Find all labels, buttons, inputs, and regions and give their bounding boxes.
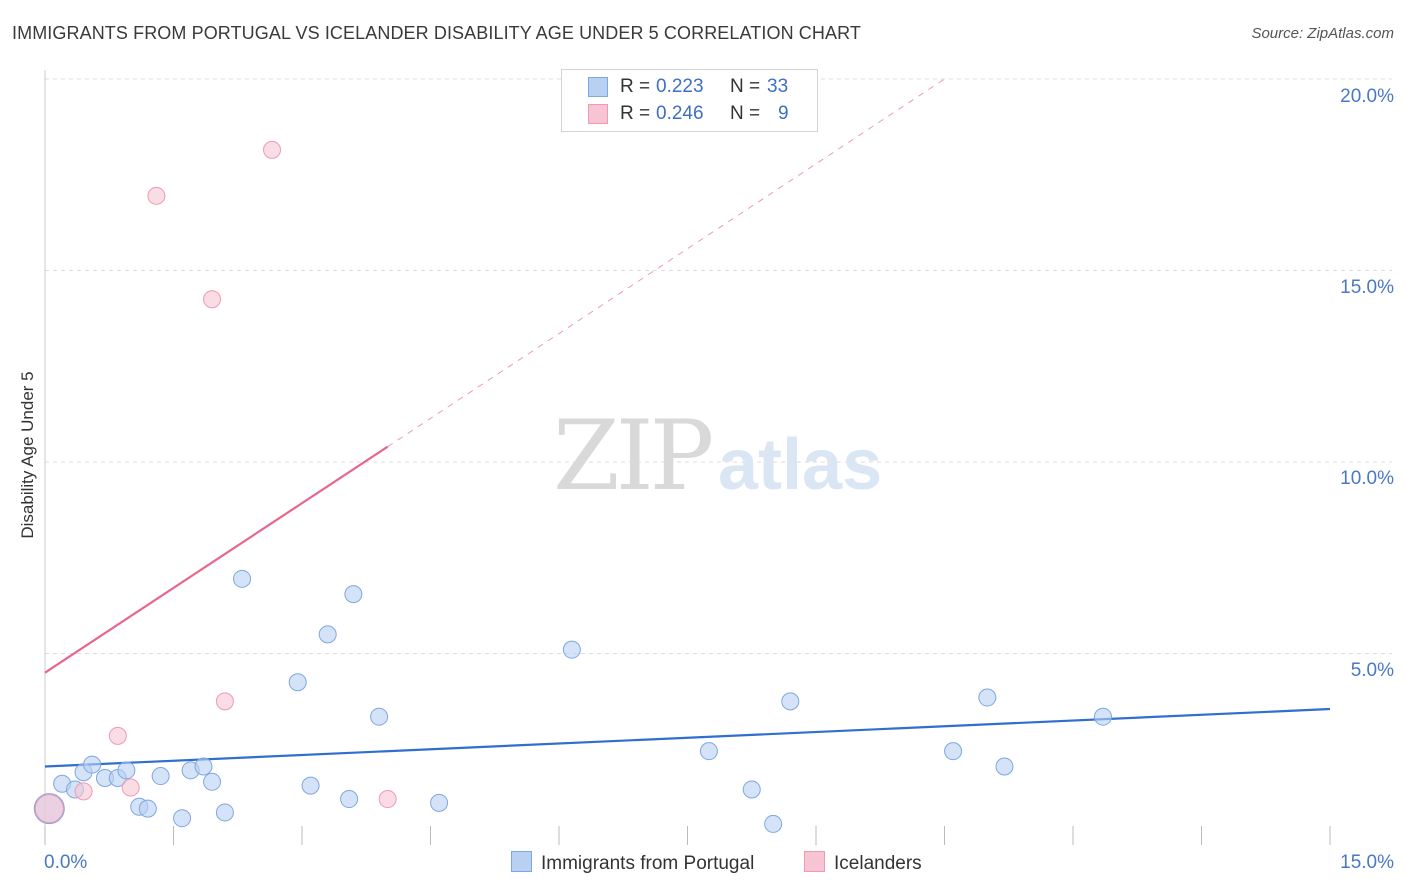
source-credit: Source: ZipAtlas.com <box>1251 25 1394 42</box>
point-portugal <box>995 757 1014 776</box>
watermark-atlas: atlas <box>718 425 883 505</box>
y-axis-label: Disability Age Under 5 <box>18 371 37 539</box>
point-portugal <box>215 803 234 822</box>
point-icelanders <box>263 140 282 159</box>
point-portugal <box>781 692 800 711</box>
y-tick-label-15: 15.0% <box>1340 277 1394 298</box>
point-portugal <box>117 761 136 780</box>
point-layer <box>33 140 1112 833</box>
legend-swatch-blue <box>588 77 608 97</box>
axis-layer <box>44 70 1331 845</box>
point-portugal <box>742 780 761 799</box>
y-tick-label-20: 20.0% <box>1340 86 1394 107</box>
legend-r-value: 0.246 <box>656 103 704 124</box>
point-portugal <box>138 799 157 818</box>
point-portugal <box>978 688 997 707</box>
legend-n-label: N = <box>730 103 761 124</box>
legend-item-portugal[interactable]: Immigrants from Portugal <box>511 851 754 877</box>
x-tick-label-max: 15.0% <box>1340 852 1394 873</box>
trend-line-icelanders <box>44 445 389 674</box>
legend-swatch-portugal <box>511 851 532 872</box>
legend-swatch-icelanders <box>804 851 825 872</box>
point-portugal <box>944 742 963 761</box>
chart-title: IMMIGRANTS FROM PORTUGAL VS ICELANDER DI… <box>12 23 861 43</box>
point-icelanders <box>203 290 222 309</box>
point-portugal <box>151 767 170 786</box>
legend-r-label: R = <box>620 76 651 97</box>
point-portugal <box>344 585 363 604</box>
trend-extension-icelanders <box>387 78 945 448</box>
point-icelanders <box>147 186 166 205</box>
legend-label-portugal: Immigrants from Portugal <box>541 853 755 874</box>
legend-n-label: N = <box>730 76 761 97</box>
legend-item-icelanders[interactable]: Icelanders <box>804 851 922 877</box>
point-portugal <box>173 809 192 828</box>
legend-n-value: 9 <box>778 103 789 124</box>
point-portugal <box>340 790 359 809</box>
point-portugal <box>233 569 252 588</box>
point-portugal <box>562 640 581 659</box>
point-portugal <box>194 757 213 776</box>
point-icelanders <box>74 782 93 801</box>
point-portugal <box>699 742 718 761</box>
legend-row-portugal: R = 0.223 N = 33 <box>562 73 817 100</box>
point-portugal <box>203 772 222 791</box>
point-portugal <box>1093 707 1112 726</box>
legend-label-icelanders: Icelanders <box>834 853 922 874</box>
point-portugal <box>288 673 307 692</box>
x-tick-label-min: 0.0% <box>44 852 88 873</box>
watermark-zip: ZIP <box>553 400 714 512</box>
point-portugal <box>83 755 102 774</box>
grid-layer <box>45 78 1392 654</box>
trend-layer <box>44 78 1331 768</box>
correlation-legend: R = 0.223 N = 33 R = 0.246 N = 9 <box>561 69 818 132</box>
point-portugal <box>430 793 449 812</box>
legend-r-label: R = <box>620 103 651 124</box>
point-portugal <box>764 814 783 833</box>
trend-line-portugal <box>44 707 1331 768</box>
point-icelanders <box>108 726 127 745</box>
point-portugal <box>301 776 320 795</box>
point-icelanders <box>34 794 64 824</box>
point-icelanders <box>378 790 397 809</box>
legend-row-icelanders: R = 0.246 N = 9 <box>562 100 817 127</box>
legend-r-value: 0.223 <box>656 76 704 97</box>
point-portugal <box>370 707 389 726</box>
legend-n-value: 33 <box>767 76 789 97</box>
point-icelanders <box>121 778 140 797</box>
point-icelanders <box>215 692 234 711</box>
point-portugal <box>318 625 337 644</box>
y-tick-label-5: 5.0% <box>1350 660 1394 681</box>
legend-swatch-pink <box>588 104 608 124</box>
y-tick-label-10: 10.0% <box>1340 468 1394 489</box>
